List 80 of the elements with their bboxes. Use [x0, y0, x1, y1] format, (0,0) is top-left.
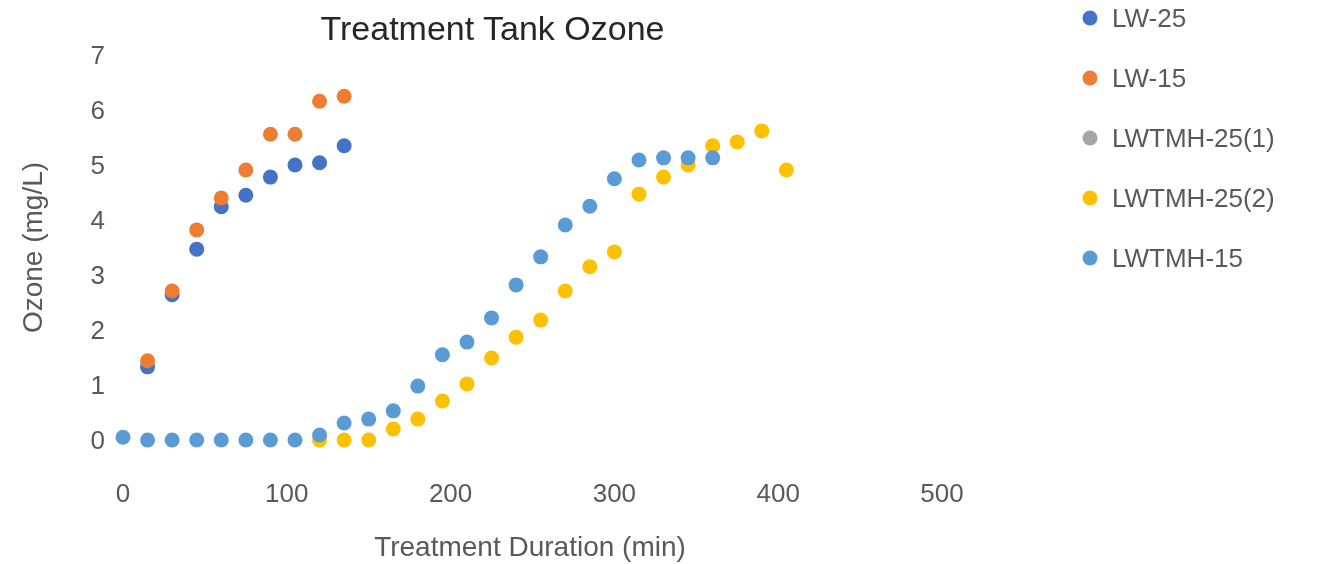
point — [385, 421, 401, 437]
point — [238, 162, 254, 178]
point — [140, 353, 156, 369]
y-tick-label: 2 — [90, 315, 105, 345]
point — [582, 198, 598, 214]
y-tick-label: 0 — [90, 425, 105, 455]
y-tick-label: 3 — [90, 260, 105, 290]
point — [656, 169, 672, 185]
point — [606, 244, 622, 260]
y-axis-title: Ozone (mg/L) — [17, 161, 48, 334]
x-tick-label: 500 — [920, 478, 964, 508]
point — [336, 138, 352, 154]
point — [385, 403, 401, 419]
y-tick-label: 4 — [90, 205, 105, 235]
point — [705, 138, 721, 154]
y-tick-label: 1 — [90, 370, 105, 400]
point — [557, 217, 573, 233]
x-axis-title: Treatment Duration (min) — [374, 531, 686, 562]
chart-title: Treatment Tank Ozone — [320, 9, 665, 47]
point — [533, 312, 549, 328]
point — [410, 411, 426, 427]
point — [287, 432, 303, 448]
point — [656, 150, 672, 166]
point — [262, 169, 278, 185]
point — [410, 378, 426, 394]
point — [213, 190, 229, 206]
point — [705, 150, 721, 166]
point — [459, 334, 475, 350]
point — [533, 249, 549, 265]
point — [729, 134, 745, 150]
point — [238, 187, 254, 203]
x-tick-label: 300 — [592, 478, 637, 508]
point — [631, 186, 647, 202]
point — [459, 376, 475, 392]
legend-label: LWTMH-15 — [1112, 243, 1243, 273]
point — [262, 126, 278, 142]
point — [754, 123, 770, 139]
point — [189, 432, 205, 448]
point — [508, 277, 524, 293]
point — [336, 415, 352, 431]
point — [778, 162, 794, 178]
point — [262, 432, 278, 448]
point — [164, 432, 180, 448]
point — [434, 393, 450, 409]
point — [557, 283, 573, 299]
legend-label: LW-25 — [1112, 3, 1187, 33]
point — [582, 259, 598, 275]
x-tick-label: 200 — [428, 478, 473, 508]
point — [361, 432, 377, 448]
point — [484, 350, 500, 366]
point — [213, 432, 229, 448]
legend-label: LW-15 — [1112, 63, 1187, 93]
point — [434, 347, 450, 363]
point — [115, 429, 131, 445]
x-tick-label: 0 — [115, 478, 131, 508]
point — [189, 241, 205, 257]
legend-label: LWTMH-25(1) — [1112, 123, 1275, 153]
point — [336, 432, 352, 448]
y-tick-label: 6 — [90, 95, 105, 125]
point — [312, 427, 328, 443]
point — [312, 93, 328, 109]
legend-label: LWTMH-25(2) — [1112, 183, 1275, 213]
point — [164, 283, 180, 299]
y-tick-label: 5 — [90, 150, 105, 180]
x-tick-label: 100 — [265, 478, 309, 508]
point — [287, 126, 303, 142]
x-tick-label: 400 — [756, 478, 800, 508]
point — [189, 222, 205, 238]
point — [336, 88, 352, 104]
point — [287, 157, 303, 173]
point — [140, 432, 156, 448]
point — [312, 155, 328, 171]
y-tick-label: 7 — [90, 40, 105, 70]
point — [606, 171, 622, 187]
point — [680, 150, 696, 166]
point — [361, 411, 377, 427]
point — [484, 310, 500, 326]
point — [631, 152, 647, 168]
point — [508, 329, 524, 345]
point — [238, 432, 254, 448]
